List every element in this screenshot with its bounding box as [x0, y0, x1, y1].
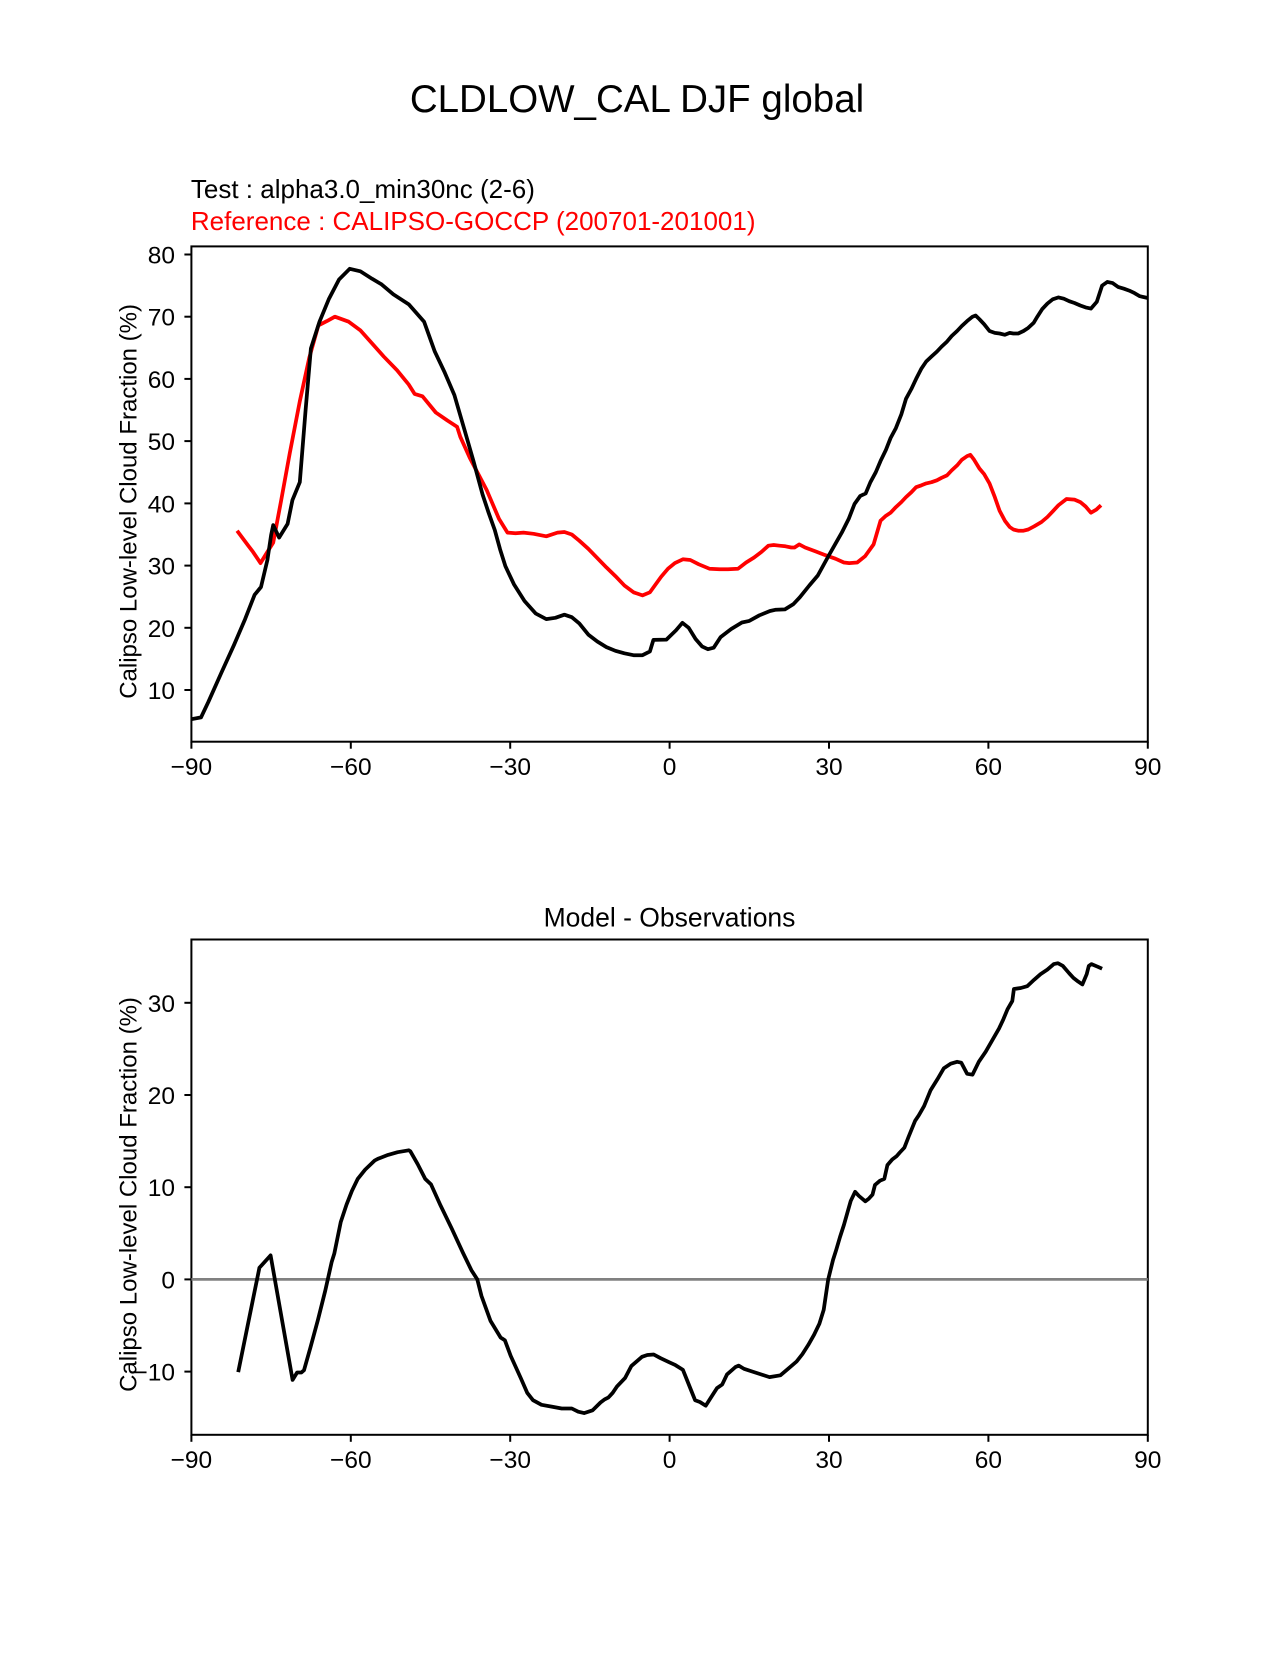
svg-text:−90: −90	[171, 754, 213, 781]
svg-text:0: 0	[663, 754, 677, 781]
svg-text:70: 70	[148, 305, 175, 332]
svg-text:−30: −30	[489, 754, 531, 781]
svg-text:30: 30	[815, 1447, 842, 1474]
svg-text:30: 30	[148, 991, 175, 1018]
svg-text:Model - Observations: Model - Observations	[544, 903, 796, 933]
svg-text:30: 30	[148, 554, 175, 581]
svg-text:Test : alpha3.0_min30nc (2-6): Test : alpha3.0_min30nc (2-6)	[191, 174, 535, 204]
svg-text:40: 40	[148, 491, 175, 518]
svg-text:Reference : CALIPSO-GOCCP (200: Reference : CALIPSO-GOCCP (200701-201001…	[191, 206, 756, 236]
svg-text:−60: −60	[330, 754, 372, 781]
svg-text:−60: −60	[330, 1447, 372, 1474]
svg-text:50: 50	[148, 429, 175, 456]
svg-text:CLDLOW_CAL DJF global: CLDLOW_CAL DJF global	[410, 78, 864, 121]
svg-text:30: 30	[815, 754, 842, 781]
svg-text:90: 90	[1134, 754, 1161, 781]
svg-text:0: 0	[663, 1447, 677, 1474]
svg-text:−10: −10	[133, 1360, 175, 1387]
svg-text:60: 60	[975, 1447, 1002, 1474]
svg-text:Calipso Low-level Cloud Fracti: Calipso Low-level Cloud Fraction (%)	[115, 997, 142, 1392]
svg-text:10: 10	[148, 1175, 175, 1202]
svg-text:60: 60	[975, 754, 1002, 781]
svg-text:10: 10	[148, 678, 175, 705]
svg-text:90: 90	[1134, 1447, 1161, 1474]
svg-text:80: 80	[148, 243, 175, 270]
svg-text:0: 0	[161, 1267, 175, 1294]
svg-text:Calipso Low-level Cloud Fracti: Calipso Low-level Cloud Fraction (%)	[115, 304, 142, 699]
svg-text:20: 20	[148, 616, 175, 643]
svg-text:−30: −30	[489, 1447, 531, 1474]
svg-text:20: 20	[148, 1083, 175, 1110]
svg-text:−90: −90	[171, 1447, 213, 1474]
svg-text:60: 60	[148, 367, 175, 394]
